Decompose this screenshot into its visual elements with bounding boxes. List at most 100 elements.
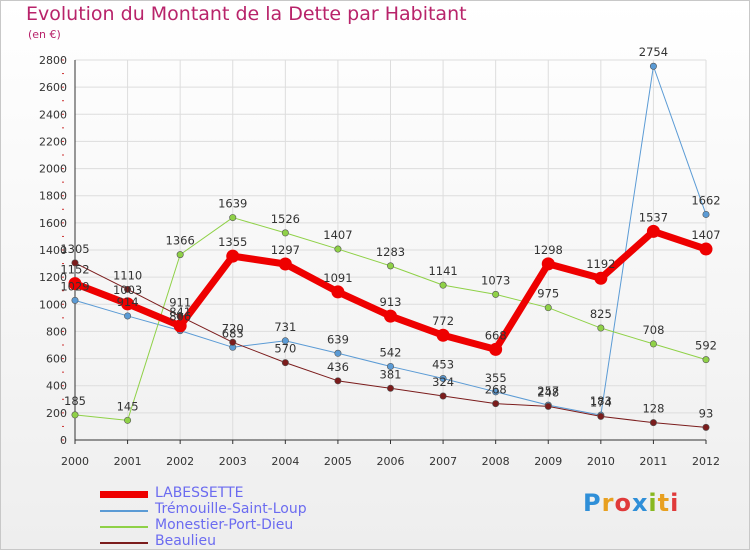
data-label-monestier-port-dieu: 1526 xyxy=(271,212,300,226)
data-label-tr-mouille-saint-loup: 806 xyxy=(169,310,191,324)
data-label-tr-mouille-saint-loup: 683 xyxy=(222,326,244,340)
axes: 0200400600800100012001400160018002000220… xyxy=(39,54,720,468)
data-point-labessette xyxy=(121,297,135,311)
data-point-beaulieu xyxy=(124,285,132,293)
data-point-beaulieu xyxy=(439,392,447,400)
data-label-monestier-port-dieu: 1283 xyxy=(376,245,405,259)
data-point-beaulieu xyxy=(544,402,552,410)
x-tick-label: 2004 xyxy=(271,455,299,468)
data-label-tr-mouille-saint-loup: 1662 xyxy=(691,193,720,207)
y-tick-label: 1600 xyxy=(39,217,67,230)
data-label-beaulieu: 570 xyxy=(274,342,296,356)
y-tick-label: 2800 xyxy=(39,54,67,67)
data-point-beaulieu xyxy=(334,377,342,385)
data-label-monestier-port-dieu: 185 xyxy=(64,394,86,408)
data-label-beaulieu: 1110 xyxy=(113,268,142,282)
data-label-labessette: 1152 xyxy=(60,263,89,277)
legend-swatch-beaulieu xyxy=(100,542,148,544)
data-label-tr-mouille-saint-loup: 453 xyxy=(432,358,454,372)
data-point-monestier-port-dieu xyxy=(597,324,605,332)
data-label-beaulieu: 93 xyxy=(699,406,714,420)
logo-letter: x xyxy=(631,489,649,517)
data-label-beaulieu: 128 xyxy=(642,402,664,416)
legend-label-labessette: LABESSETTE xyxy=(155,485,244,501)
data-point-monestier-port-dieu xyxy=(124,416,132,424)
data-label-labessette: 1537 xyxy=(639,210,668,224)
data-point-tr-mouille-saint-loup xyxy=(702,210,710,218)
data-point-monestier-port-dieu xyxy=(281,229,289,237)
data-point-tr-mouille-saint-loup xyxy=(492,388,500,396)
data-label-tr-mouille-saint-loup: 1029 xyxy=(60,279,89,293)
data-point-beaulieu xyxy=(281,359,289,367)
data-label-labessette: 1407 xyxy=(691,228,720,242)
data-labels: 1029 914 806 683 731 639 542 453 355 257 183 2754 16… xyxy=(60,45,720,420)
data-label-tr-mouille-saint-loup: 183 xyxy=(590,394,612,408)
x-tick-label: 2009 xyxy=(534,455,562,468)
data-point-beaulieu xyxy=(492,400,500,408)
x-tick-label: 2011 xyxy=(639,455,667,468)
data-label-labessette: 1192 xyxy=(586,257,615,271)
y-tick-label: 1800 xyxy=(39,190,67,203)
data-label-monestier-port-dieu: 592 xyxy=(695,339,717,353)
data-point-labessette xyxy=(278,257,292,271)
data-point-beaulieu xyxy=(229,338,237,346)
legend-label-beaulieu: Beaulieu xyxy=(155,533,216,549)
proxiti-logo: Proxiti xyxy=(583,489,679,517)
data-point-beaulieu xyxy=(649,419,657,427)
data-label-tr-mouille-saint-loup: 914 xyxy=(117,295,139,309)
data-point-tr-mouille-saint-loup xyxy=(124,312,132,320)
data-point-labessette xyxy=(331,285,345,299)
data-point-labessette xyxy=(68,277,82,291)
data-point-tr-mouille-saint-loup xyxy=(649,62,657,70)
data-point-labessette xyxy=(699,242,713,256)
data-label-tr-mouille-saint-loup: 542 xyxy=(380,345,402,359)
data-label-beaulieu: 381 xyxy=(380,367,402,381)
x-tick-label: 2005 xyxy=(324,455,352,468)
legend-label-tremouille: Trémouille-Saint-Loup xyxy=(155,501,307,517)
data-point-monestier-port-dieu xyxy=(702,356,710,364)
data-point-labessette xyxy=(594,271,608,285)
data-point-labessette xyxy=(646,224,660,238)
x-tick-label: 2001 xyxy=(114,455,142,468)
data-point-tr-mouille-saint-loup xyxy=(334,349,342,357)
y-tick-label: 1200 xyxy=(39,271,67,284)
data-label-labessette: 1003 xyxy=(113,283,142,297)
y-tick-label: 400 xyxy=(46,380,67,393)
data-label-beaulieu: 436 xyxy=(327,360,349,374)
data-point-beaulieu xyxy=(71,259,79,267)
data-label-monestier-port-dieu: 975 xyxy=(537,287,559,301)
logo-letter: i xyxy=(670,489,680,517)
legend-swatch-tremouille xyxy=(100,510,148,512)
data-label-beaulieu: 248 xyxy=(537,385,559,399)
data-point-beaulieu xyxy=(597,412,605,420)
x-tick-label: 2012 xyxy=(692,455,720,468)
data-point-tr-mouille-saint-loup xyxy=(71,296,79,304)
data-point-labessette xyxy=(436,328,450,342)
data-label-labessette: 913 xyxy=(380,295,402,309)
y-tick-label: 200 xyxy=(46,407,67,420)
data-label-beaulieu: 720 xyxy=(222,321,244,335)
data-point-monestier-port-dieu xyxy=(229,214,237,222)
data-point-monestier-port-dieu xyxy=(386,262,394,270)
data-label-monestier-port-dieu: 825 xyxy=(590,307,612,321)
series-lines xyxy=(68,62,713,431)
x-tick-label: 2000 xyxy=(61,455,89,468)
data-point-tr-mouille-saint-loup xyxy=(281,337,289,345)
logo-letter: o xyxy=(614,489,632,517)
y-tick-label: 2400 xyxy=(39,108,67,121)
legend-swatch-labessette xyxy=(100,491,148,498)
data-point-labessette xyxy=(384,309,397,323)
data-point-beaulieu xyxy=(702,423,710,431)
x-tick-label: 2010 xyxy=(587,455,615,468)
data-label-monestier-port-dieu: 1141 xyxy=(428,264,457,278)
data-point-tr-mouille-saint-loup xyxy=(386,362,394,370)
y-tick-label: 2600 xyxy=(39,81,67,94)
x-tick-label: 2006 xyxy=(377,455,405,468)
data-label-monestier-port-dieu: 1073 xyxy=(481,273,510,287)
data-label-beaulieu: 324 xyxy=(432,375,454,389)
y-tick-label: 600 xyxy=(46,353,67,366)
data-point-labessette xyxy=(173,319,187,333)
data-label-labessette: 668 xyxy=(485,328,507,342)
data-point-labessette xyxy=(226,249,240,263)
